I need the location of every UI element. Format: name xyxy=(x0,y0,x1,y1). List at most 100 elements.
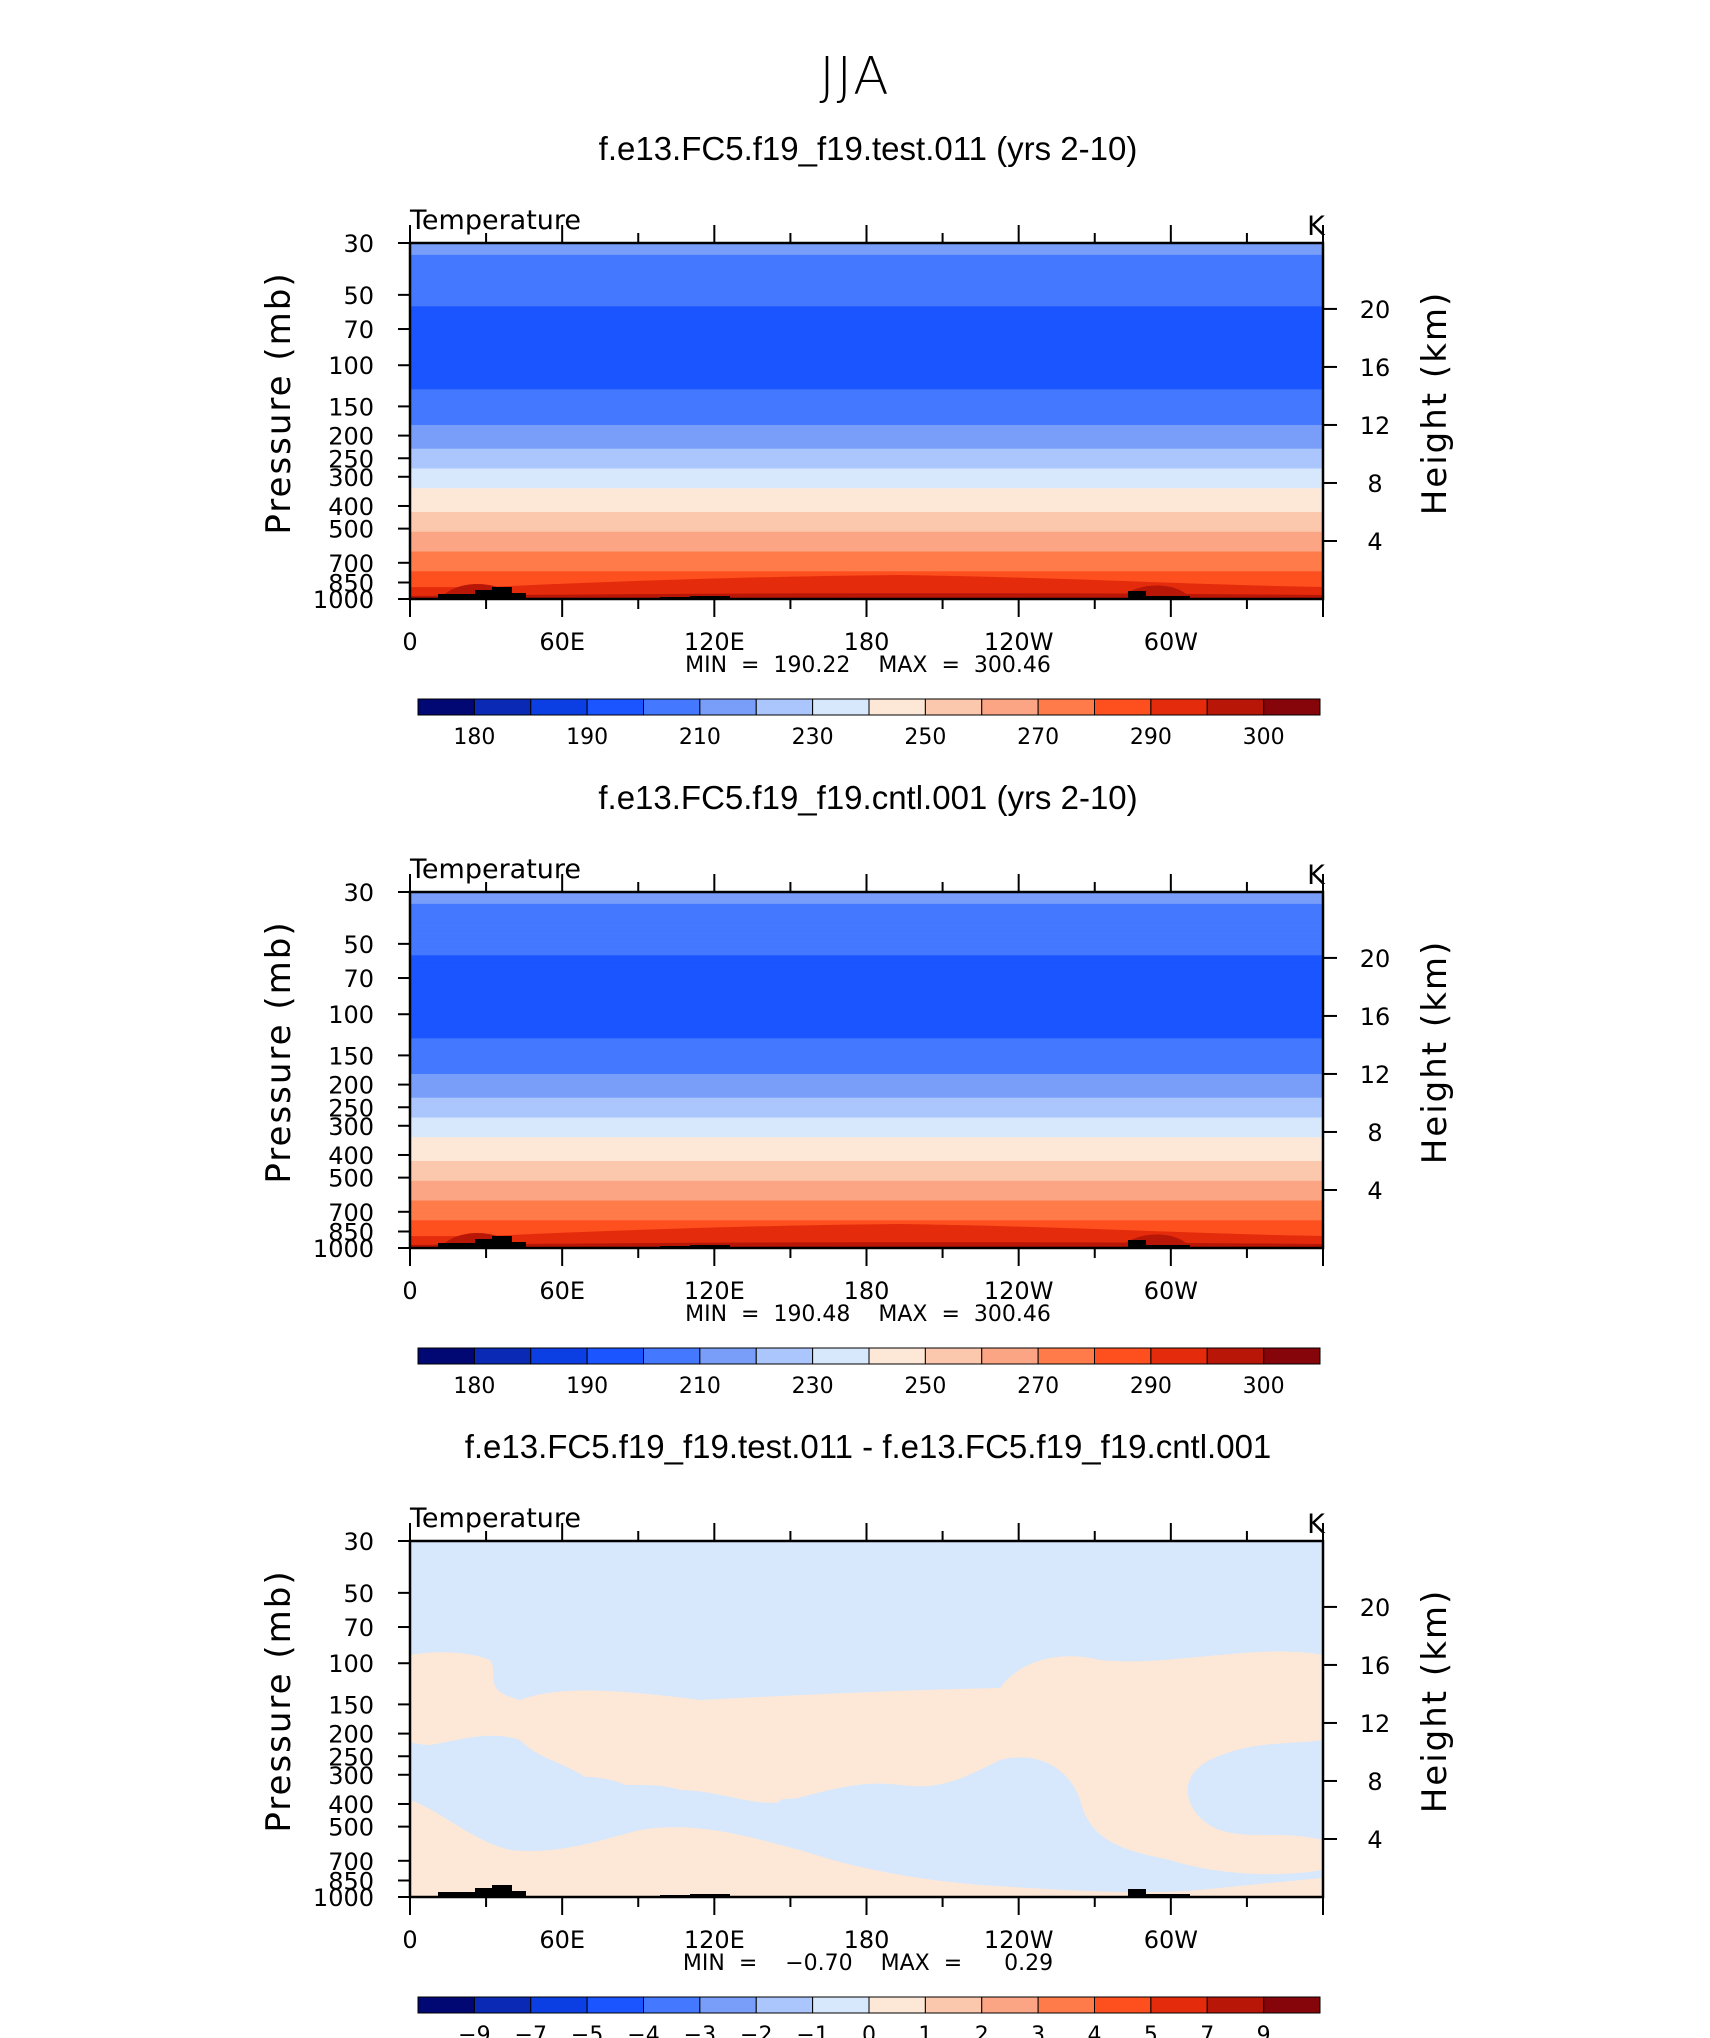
contour-band xyxy=(410,1204,1323,1210)
contour-band xyxy=(410,365,1323,371)
y-tick-label: 50 xyxy=(343,1580,374,1608)
colorbar-label: −4 xyxy=(627,2023,659,2038)
contour-band xyxy=(410,975,1323,980)
contour-band xyxy=(410,262,1323,268)
contour-band xyxy=(410,1034,1323,1040)
contour-band xyxy=(410,1014,1323,1020)
contour-band xyxy=(410,464,1323,470)
colorbar-swatch xyxy=(473,698,532,716)
contour-band xyxy=(410,444,1323,450)
contour-band xyxy=(410,935,1323,941)
contour-band xyxy=(410,919,1323,925)
contour-band xyxy=(410,270,1323,276)
contour-band xyxy=(410,440,1323,446)
x-tick-label: 120E xyxy=(684,628,745,656)
contour-band xyxy=(410,428,1323,434)
y-tick-label: 200 xyxy=(328,1721,374,1749)
topography-block xyxy=(510,1242,526,1248)
contour-band xyxy=(410,1651,1323,1875)
y-tick-label: 850 xyxy=(328,1868,374,1896)
x-tick-label: 120W xyxy=(984,1926,1054,1954)
colorbar-label: 250 xyxy=(904,1374,946,1399)
contour-band xyxy=(410,899,1323,905)
contour-band xyxy=(410,892,1323,897)
y-tick-label: 1000 xyxy=(313,1884,374,1912)
colorbar-swatch xyxy=(473,1347,532,1365)
colorbar-label: 300 xyxy=(1243,725,1285,750)
colorbar-swatch xyxy=(981,1996,1039,2014)
contour-band xyxy=(410,1050,1323,1055)
topography-block xyxy=(492,1885,512,1897)
units-label: K xyxy=(1307,860,1326,891)
x-tick-label: 60W xyxy=(1144,1926,1198,1954)
contour-band xyxy=(410,314,1323,319)
colorbar-swatch xyxy=(924,1996,983,2014)
contour-band xyxy=(410,290,1323,296)
y-tick-label: 500 xyxy=(328,516,374,544)
colorbar-label: 290 xyxy=(1130,725,1172,750)
contour-band xyxy=(410,361,1323,367)
colorbar-swatch xyxy=(812,1347,870,1365)
figure-title: JJA xyxy=(819,47,890,107)
x-tick-label: 120W xyxy=(984,1277,1054,1305)
y-right-tick-label: 12 xyxy=(1360,1061,1391,1089)
y-tick-label: 150 xyxy=(328,1042,374,1070)
topography-block xyxy=(690,1245,730,1248)
colorbar-label: 250 xyxy=(904,725,946,750)
contour-band xyxy=(410,547,1323,553)
variable-label: Temperature xyxy=(409,1503,581,1534)
contour-band xyxy=(410,243,1323,248)
topography-block xyxy=(475,1239,492,1248)
colorbar-swatch xyxy=(924,698,983,716)
contour-band xyxy=(1090,1877,1126,1891)
colorbar-swatch xyxy=(417,1347,475,1365)
colorbar-swatch xyxy=(1094,1996,1152,2014)
contour-band xyxy=(410,1073,1323,1079)
y-right-tick-label: 8 xyxy=(1367,470,1382,498)
contour-band xyxy=(410,915,1323,921)
contour-band xyxy=(410,397,1323,403)
contour-band xyxy=(410,1077,1323,1083)
colorbar-label: 180 xyxy=(453,1374,495,1399)
y-tick-label: 850 xyxy=(328,1219,374,1247)
contour-band xyxy=(410,282,1323,288)
contour-band xyxy=(410,959,1323,964)
contour-band xyxy=(410,1046,1323,1052)
colorbar-swatch xyxy=(699,698,757,716)
panel-title: f.e13.FC5.f19_f19.cntl.001 (yrs 2-10) xyxy=(598,779,1137,816)
contour-band xyxy=(410,476,1323,482)
contour-band xyxy=(410,1062,1323,1067)
colorbar-swatch xyxy=(643,1996,701,2014)
colorbar-label: 230 xyxy=(792,725,834,750)
colorbar-label: 210 xyxy=(679,725,721,750)
contour-band xyxy=(410,1180,1323,1186)
y-tick-label: 200 xyxy=(328,1072,374,1100)
colorbar-swatch xyxy=(643,1347,701,1365)
y-axis-label: Pressure (mb) xyxy=(259,1569,299,1832)
contour-band xyxy=(410,527,1323,533)
contour-band xyxy=(410,575,1323,599)
contour-band xyxy=(410,1097,1323,1103)
contour-band xyxy=(410,982,1323,988)
colorbar-swatch xyxy=(530,1347,588,1365)
contour-band xyxy=(410,349,1323,355)
colorbar-swatch xyxy=(1037,1347,1095,1365)
colorbar-label: 270 xyxy=(1017,1374,1059,1399)
colorbar-swatch xyxy=(586,1347,644,1365)
contour-band xyxy=(410,381,1323,387)
colorbar-swatch xyxy=(1263,1996,1321,2014)
contour-band xyxy=(410,519,1323,525)
contour-band xyxy=(410,322,1323,327)
colorbar-swatch xyxy=(1263,698,1321,716)
topography-block xyxy=(1146,1894,1190,1897)
topography-block xyxy=(1128,591,1146,599)
y-right-tick-label: 16 xyxy=(1360,1003,1391,1031)
x-tick-label: 0 xyxy=(402,1277,417,1305)
contour-band xyxy=(410,298,1323,304)
y-right-tick-label: 8 xyxy=(1367,1119,1382,1147)
contour-band xyxy=(410,504,1323,509)
x-tick-label: 60E xyxy=(539,1926,585,1954)
contour-band xyxy=(410,345,1323,351)
contour-band xyxy=(410,551,1323,557)
